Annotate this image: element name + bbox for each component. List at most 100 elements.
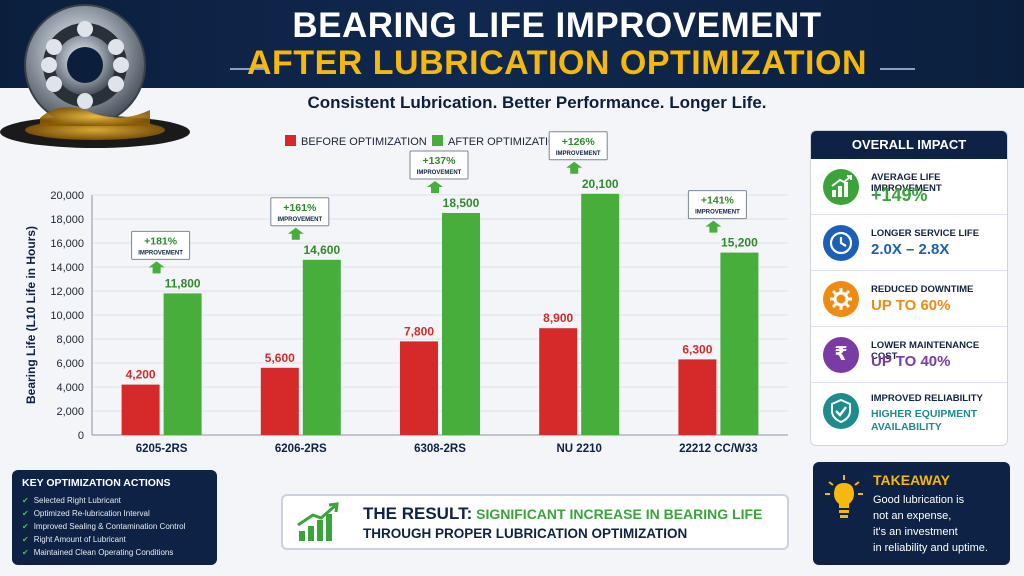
- improvement-box: [687, 190, 747, 220]
- action-text: Optimized Re-lubrication Interval: [33, 509, 150, 518]
- result-line-2: THROUGH PROPER LUBRICATION OPTIMIZATION: [363, 526, 688, 541]
- legend-label: AFTER OPTIMIZATION: [448, 136, 565, 148]
- improvement-value: +126%: [562, 136, 596, 148]
- data-label-after: 11,800: [165, 276, 201, 290]
- data-label-before: 7,800: [404, 324, 434, 338]
- impact-value: 2.0X – 2.8X: [871, 241, 950, 258]
- result-box: THE RESULT: SIGNIFICANT INCREASE IN BEAR…: [281, 494, 789, 550]
- list-item: ✔ Optimized Re-lubrication Interval: [22, 507, 207, 520]
- impact-label: IMPROVED RELIABILITY: [871, 393, 983, 404]
- y-tick-label: 12,000: [50, 286, 84, 298]
- improvement-value: +137%: [423, 155, 457, 167]
- data-label-before: 5,600: [265, 351, 295, 365]
- improvement-word: IMPROVEMENT: [138, 250, 183, 256]
- up-arrow-icon: [148, 261, 165, 274]
- x-tick-label: 6205-2RS: [136, 443, 188, 455]
- data-label-after: 18,500: [443, 196, 480, 210]
- check-icon: ✔: [22, 496, 29, 505]
- bar-before: [121, 384, 160, 435]
- lightbulb-icon: [825, 475, 863, 518]
- impact-value: UP TO 60%: [871, 297, 951, 314]
- impact-row: IMPROVED RELIABILITY HIGHER EQUIPMENT AV…: [811, 383, 1007, 439]
- improvement-word: IMPROVEMENT: [417, 170, 462, 176]
- overall-impact-title: OVERALL IMPACT: [811, 131, 1007, 159]
- title-line-2: AFTER LUBRICATION OPTIMIZATION: [246, 44, 867, 82]
- list-item: ✔ Selected Right Lubricant: [22, 494, 207, 507]
- rupee-icon: ₹: [823, 337, 859, 373]
- x-tick-label: 22212 CC/W33: [679, 443, 758, 455]
- data-label-before: 6,300: [682, 342, 712, 356]
- bar-after: [163, 293, 202, 435]
- shield-check-icon: [823, 393, 859, 429]
- bar-before: [539, 328, 578, 435]
- clock-icon: [823, 225, 859, 261]
- bar-chart: 0 2,000 4,000 6,000 8,000 10,000 12,000 14,000 1…: [24, 131, 788, 455]
- y-tick-label: 4,000: [56, 382, 84, 394]
- legend-swatch: [285, 135, 296, 146]
- check-icon: ✔: [22, 509, 29, 518]
- title-divider-right: [880, 68, 915, 70]
- list-item: ✔ Improved Sealing & Contamination Contro…: [22, 520, 207, 533]
- impact-label: LONGER SERVICE LIFE: [871, 228, 980, 239]
- takeaway-line: it's an investment: [873, 526, 958, 538]
- up-arrow-icon: [705, 220, 722, 233]
- takeaway-line: in reliability and uptime.: [873, 542, 988, 554]
- result-line-1: THE RESULT: SIGNIFICANT INCREASE IN BEAR…: [363, 504, 762, 524]
- header-banner: [0, 0, 1024, 88]
- legend-label: BEFORE OPTIMIZATION: [301, 136, 427, 148]
- key-actions-panel: KEY OPTIMIZATION ACTIONS ✔ Selected Right…: [12, 470, 217, 565]
- y-tick-label: 16,000: [50, 238, 84, 250]
- improvement-box: [409, 150, 469, 180]
- impact-label: REDUCED DOWNTIME: [871, 284, 974, 295]
- data-label-after: 20,100: [582, 177, 619, 191]
- takeaway-panel: TAKEAWAY Good lubrication is not an expe…: [813, 462, 1010, 565]
- y-tick-label: 18,000: [50, 214, 84, 226]
- improvement-value: +161%: [283, 202, 317, 214]
- impact-value: UP TO 40%: [871, 353, 951, 370]
- action-text: Improved Sealing & Contamination Control: [33, 522, 186, 531]
- y-tick-label: 2,000: [56, 406, 84, 418]
- takeaway-line: not an expense,: [873, 510, 952, 522]
- impact-value: +149%: [871, 185, 928, 205]
- impact-label: LOWER MAINTENANCE COST: [871, 340, 980, 362]
- legend-swatch: [432, 135, 443, 146]
- improvement-word: IMPROVEMENT: [277, 217, 322, 223]
- gear-icon: [823, 281, 859, 317]
- improvement-word: IMPROVEMENT: [695, 210, 740, 216]
- title-line-1: BEARING LIFE IMPROVEMENT: [292, 6, 822, 45]
- improvement-box: [548, 131, 608, 161]
- impact-row: LONGER SERVICE LIFE 2.0X – 2.8X: [811, 215, 1007, 271]
- result-text: SIGNIFICANT INCREASE IN BEARING LIFE: [476, 506, 763, 522]
- action-text: Selected Right Lubricant: [33, 496, 121, 505]
- key-actions-title: KEY OPTIMIZATION ACTIONS: [22, 477, 171, 489]
- y-tick-label: 20,000: [50, 190, 84, 202]
- action-text: Maintained Clean Operating Conditions: [33, 548, 174, 557]
- x-tick-label: 6308-2RS: [414, 443, 466, 455]
- impact-row: ₹ LOWER MAINTENANCE COST UP TO 40%: [811, 327, 1007, 383]
- x-tick-label: NU 2210: [557, 443, 602, 455]
- data-label-before: 8,900: [543, 311, 573, 325]
- y-tick-label: 14,000: [50, 262, 84, 274]
- improvement-value: +181%: [144, 235, 178, 247]
- data-label-after: 15,200: [721, 236, 758, 250]
- x-tick-label: 6206-2RS: [275, 443, 327, 455]
- up-arrow-icon: [566, 161, 583, 174]
- takeaway-line: Good lubrication is: [873, 494, 965, 506]
- overall-impact-panel: OVERALL IMPACT AVERAGE LIFE IMPROVEMENT …: [810, 130, 1008, 446]
- growth-chart-icon: [297, 502, 339, 541]
- impact-row: REDUCED DOWNTIME UP TO 60%: [811, 271, 1007, 327]
- up-arrow-icon: [427, 181, 443, 193]
- bar-after: [581, 193, 620, 435]
- check-icon: ✔: [22, 548, 29, 557]
- subtitle: Consistent Lubrication. Better Performan…: [307, 93, 767, 112]
- bar-before: [678, 359, 717, 435]
- improvement-word: IMPROVEMENT: [556, 151, 601, 157]
- data-label-after: 14,600: [303, 243, 340, 257]
- y-tick-label: 6,000: [56, 358, 84, 370]
- y-axis-label: Bearing Life (L10 Life in Hours): [24, 226, 38, 404]
- title-divider-left: [230, 68, 265, 70]
- chart-up-icon: [823, 169, 859, 205]
- data-label-before: 4,200: [126, 368, 156, 382]
- action-text: Right Amount of Lubricant: [33, 535, 126, 544]
- impact-label: AVERAGE LIFE IMPROVEMENT: [871, 172, 942, 194]
